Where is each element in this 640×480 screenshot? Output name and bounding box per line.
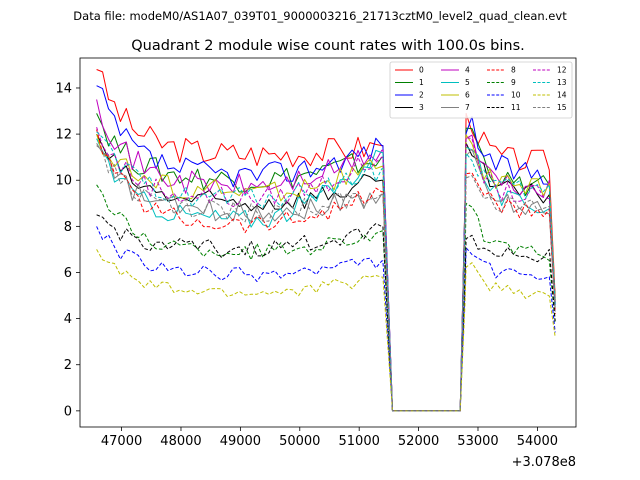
x-offset-label: +3.078e8 — [512, 455, 576, 470]
y-tick-label: 2 — [64, 358, 72, 373]
y-tick-label: 4 — [64, 312, 72, 327]
legend-label-4: 4 — [465, 66, 470, 75]
x-tick-label: 49000 — [220, 434, 261, 449]
x-tick-label: 54000 — [517, 434, 558, 449]
legend-label-2: 2 — [419, 91, 424, 100]
axes-frame — [79, 57, 577, 428]
series-line-0 — [96, 69, 556, 412]
series-line-14 — [96, 249, 556, 412]
legend-label-11: 11 — [511, 103, 521, 112]
series-line-11 — [96, 214, 556, 412]
series-line-15 — [96, 145, 556, 412]
plot-area — [79, 57, 577, 428]
y-tick-label: 8 — [64, 220, 72, 235]
series-line-10 — [96, 226, 556, 412]
x-tick-label: 50000 — [279, 434, 320, 449]
chart-title: Quadrant 2 module wise count rates with … — [131, 38, 525, 54]
legend-label-10: 10 — [511, 91, 521, 100]
x-tick-label: 48000 — [160, 434, 201, 449]
x-axis: 47000 48000 49000 50000 51000 52000 53000 54000 — [101, 427, 558, 449]
y-tick-label: 10 — [55, 174, 72, 189]
y-tick-label: 12 — [55, 128, 72, 143]
series-line-5 — [96, 138, 556, 412]
legend-label-14: 14 — [557, 91, 567, 100]
legend-label-13: 13 — [557, 78, 567, 87]
x-tick-label: 51000 — [339, 434, 380, 449]
legend-box — [389, 61, 573, 119]
legend-label-0: 0 — [419, 66, 424, 75]
series-line-12 — [96, 127, 556, 412]
y-tick-label: 6 — [64, 266, 72, 281]
legend-label-5: 5 — [465, 78, 470, 87]
legend-label-1: 1 — [419, 78, 424, 87]
y-axis: 0 2 4 6 8 10 12 14 — [55, 81, 80, 419]
legend-label-12: 12 — [557, 66, 567, 75]
legend-label-6: 6 — [465, 91, 470, 100]
legend-label-7: 7 — [465, 103, 470, 112]
x-tick-label: 53000 — [457, 434, 498, 449]
series-line-8 — [96, 129, 556, 412]
series-line-1 — [96, 113, 556, 412]
series-line-9 — [96, 184, 556, 412]
series-line-13 — [96, 131, 556, 412]
legend-label-8: 8 — [511, 66, 516, 75]
legend-label-15: 15 — [557, 103, 567, 112]
y-tick-label: 14 — [55, 81, 72, 96]
figure-suptitle: Data file: modeM0/AS1A07_039T01_90000032… — [73, 9, 567, 23]
y-tick-label: 0 — [64, 404, 72, 419]
series-layer — [96, 69, 556, 412]
series-line-4 — [96, 99, 556, 412]
legend-label-3: 3 — [419, 103, 424, 112]
series-line-2 — [96, 85, 556, 412]
x-tick-label: 47000 — [101, 434, 142, 449]
legend-label-9: 9 — [511, 78, 516, 87]
x-tick-label: 52000 — [398, 434, 439, 449]
